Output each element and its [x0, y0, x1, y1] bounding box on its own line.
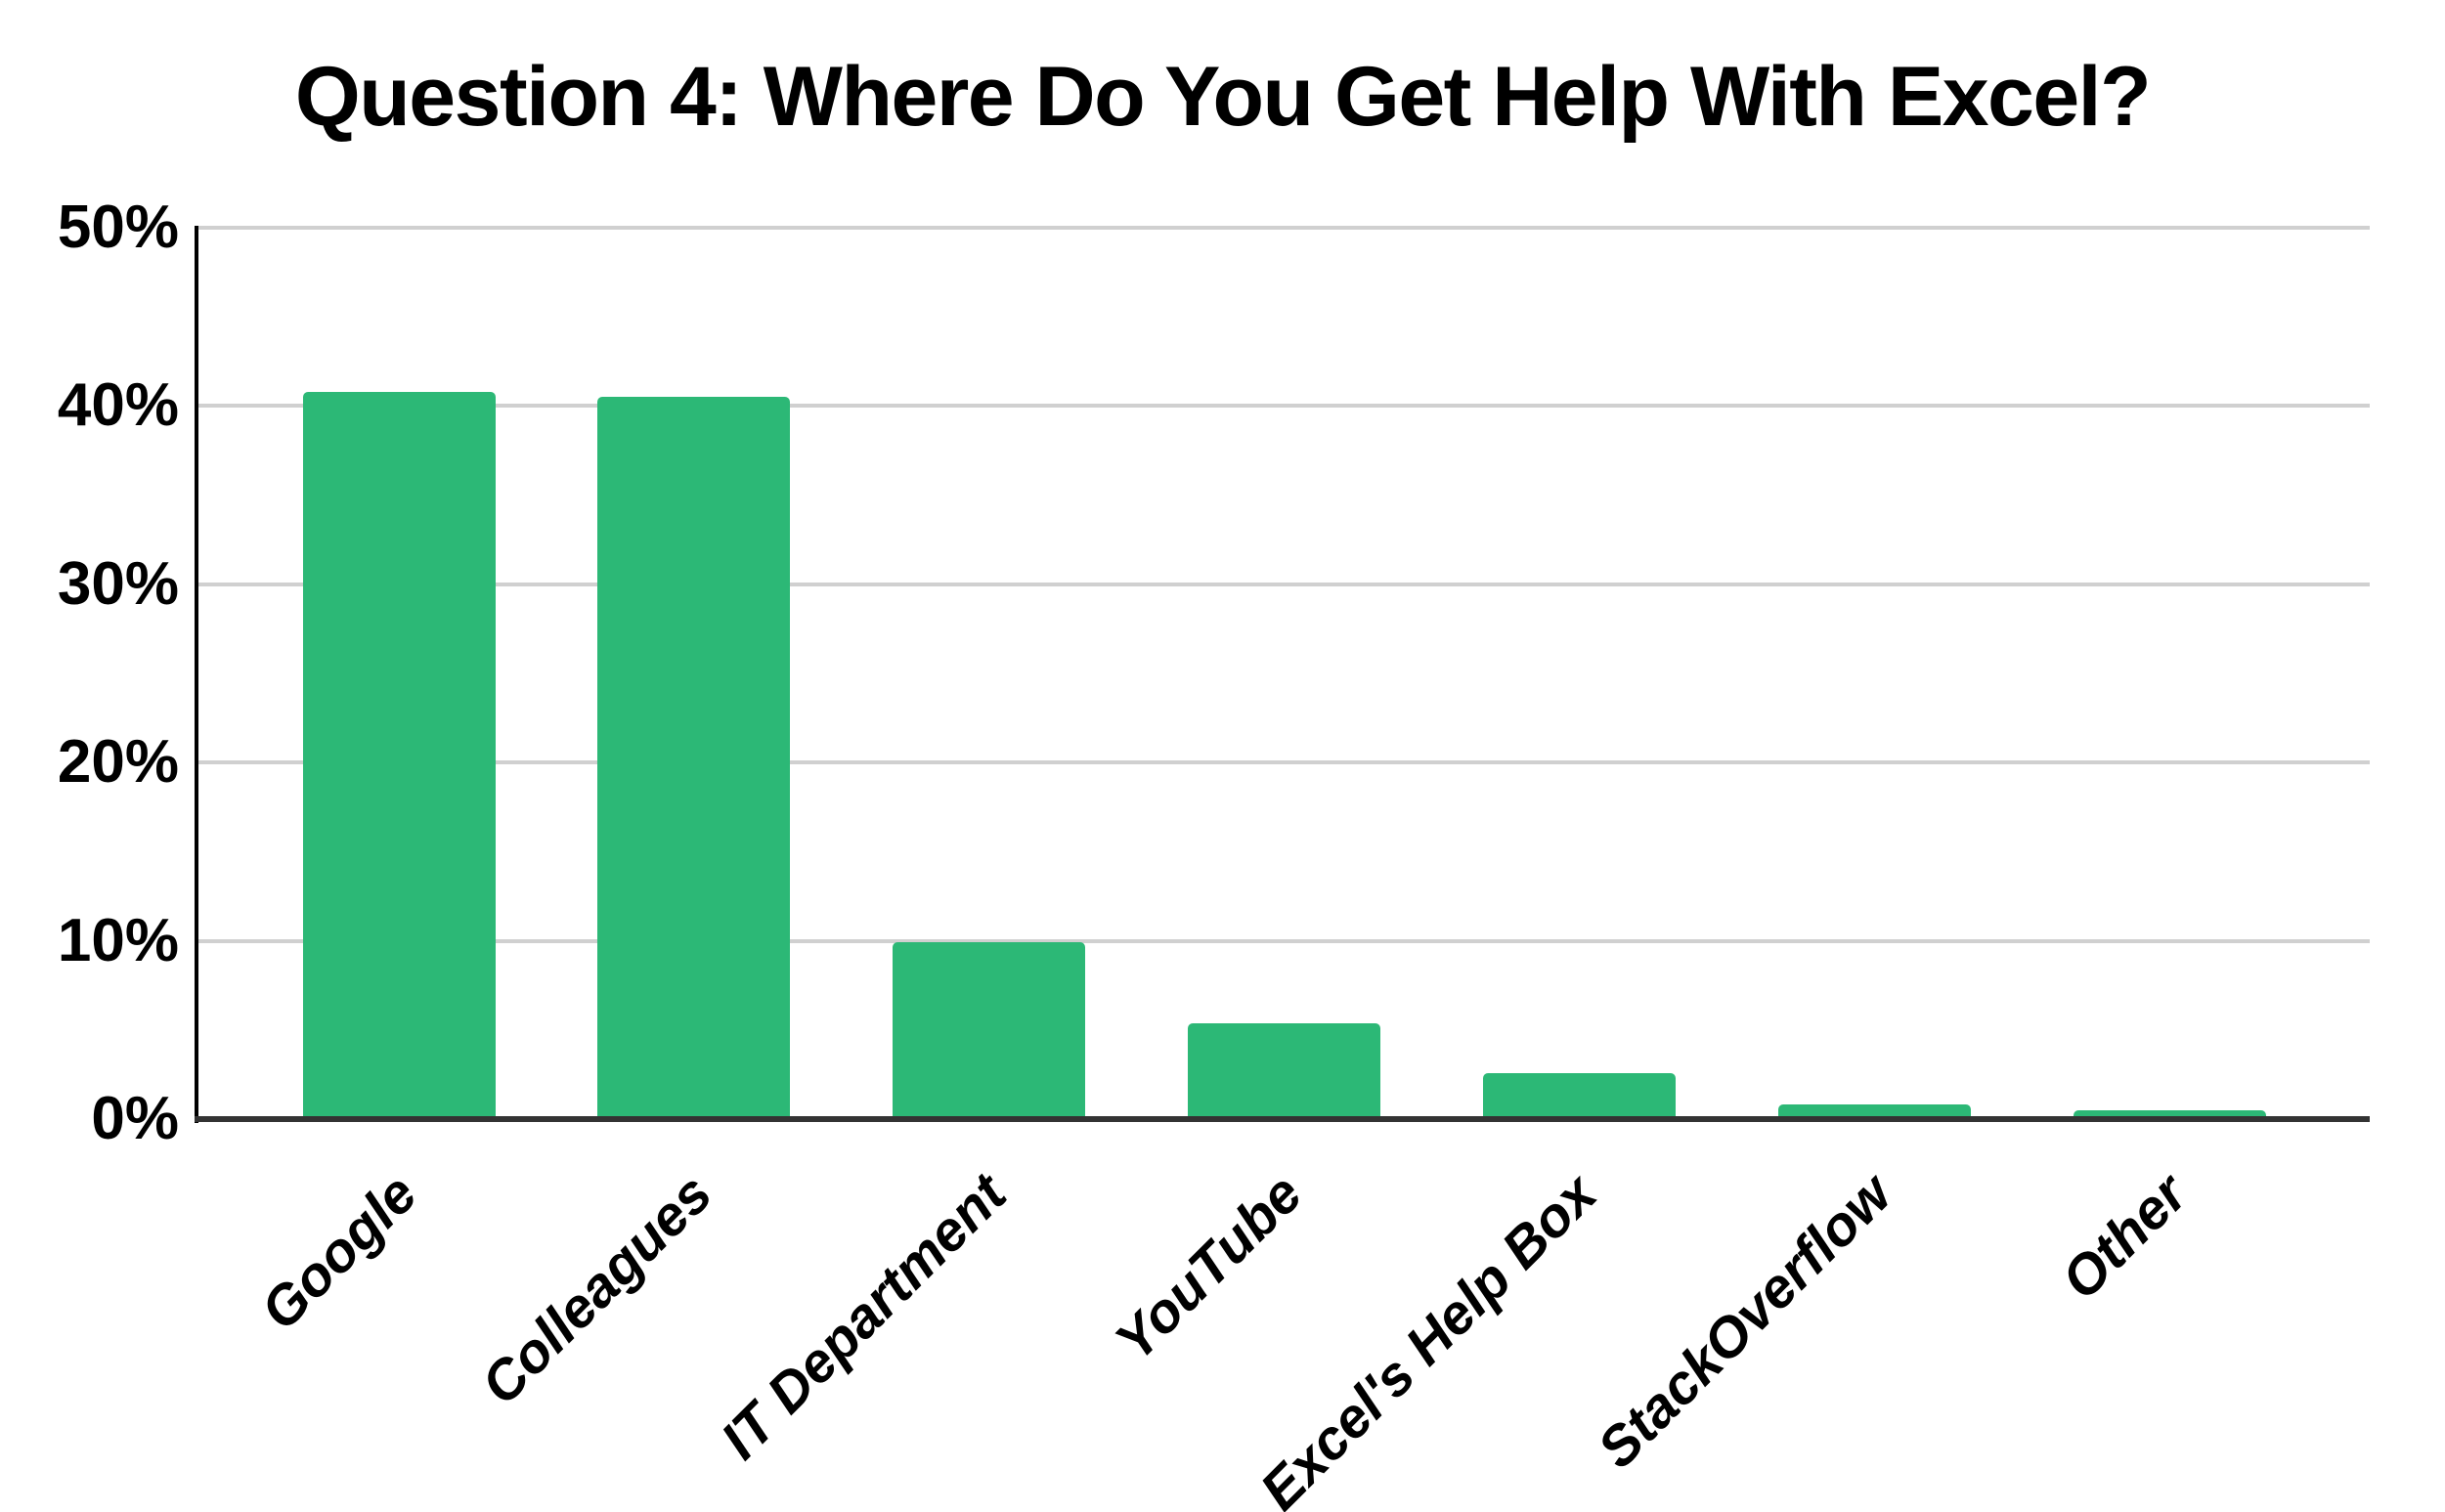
y-axis-label: 0% — [91, 1085, 179, 1152]
y-axis-label: 40% — [57, 371, 179, 440]
chart-title: Question 4: Where Do You Get Help With E… — [294, 50, 2152, 144]
bar — [1777, 1104, 1971, 1119]
y-axis-label: 30% — [57, 549, 179, 618]
gridline — [198, 760, 2370, 765]
x-axis-label: Google — [248, 1162, 429, 1343]
x-axis-label: Colleagues — [468, 1162, 724, 1417]
bar — [893, 942, 1086, 1119]
gridline — [198, 404, 2370, 409]
x-axis-label: StackOverflow — [1586, 1162, 1904, 1481]
x-axis-label: IT Department — [709, 1162, 1020, 1472]
bar — [2073, 1110, 2266, 1119]
bar — [1188, 1023, 1380, 1119]
plot-area — [195, 226, 2370, 1123]
bar — [597, 397, 791, 1119]
gridline — [198, 582, 2370, 586]
x-axis-label: Other — [2049, 1162, 2200, 1312]
bar — [302, 392, 496, 1119]
x-axis-line — [195, 1116, 2370, 1122]
bar — [1482, 1073, 1676, 1119]
x-axis-label: Excel's Help Box — [1248, 1162, 1609, 1512]
y-axis-label: 50% — [57, 194, 179, 261]
gridline — [198, 938, 2370, 943]
y-axis-label: 10% — [57, 906, 179, 974]
y-axis-line — [195, 226, 198, 1123]
y-axis-label: 20% — [57, 728, 179, 797]
gridline — [198, 226, 2370, 230]
x-axis-label: YouTube — [1103, 1162, 1314, 1373]
